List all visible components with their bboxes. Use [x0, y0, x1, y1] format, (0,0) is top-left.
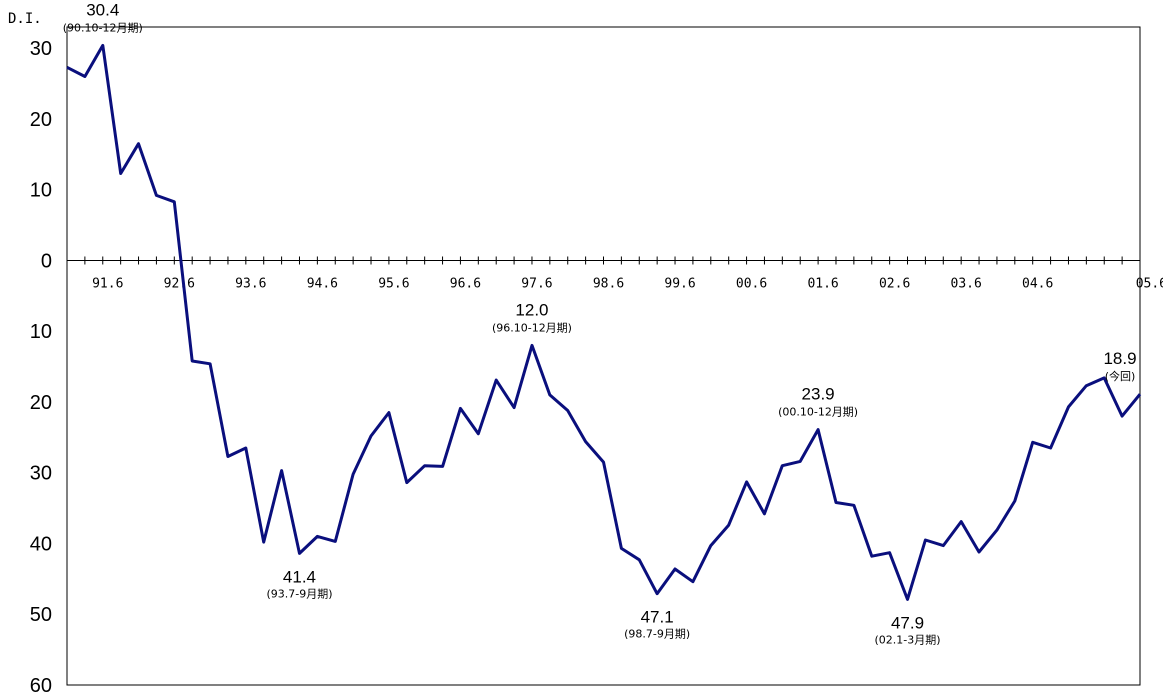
- y-tick-label: 0: [41, 250, 52, 272]
- annotation-period: (00.10-12月期): [778, 406, 858, 419]
- annotation-value: 41.4: [283, 567, 316, 586]
- y-tick-label: 40: [30, 533, 52, 555]
- y-tick-labels: 30 20 10 0 10 20 30 40 50 60: [30, 38, 52, 693]
- x-tick-label: 04.6: [1022, 276, 1053, 291]
- x-tick-label: 05.6: [1136, 276, 1163, 291]
- x-tick-label: 94.6: [307, 276, 338, 291]
- x-tick-label: 93.6: [235, 276, 266, 291]
- annotation-value: 23.9: [802, 385, 835, 404]
- annotation-period: (今回): [1105, 369, 1136, 383]
- series-line: [66, 43, 1142, 601]
- y-tick-label: 20: [30, 109, 52, 131]
- x-tick-label: 91.6: [92, 276, 123, 291]
- y-tick-label: 50: [30, 604, 52, 626]
- y-tick-label: 20: [30, 392, 52, 414]
- x-tick-label: 02.6: [879, 276, 910, 291]
- x-tick-label: 03.6: [951, 276, 982, 291]
- x-tick-label: 99.6: [664, 276, 695, 291]
- annotation-value: 30.4: [86, 0, 119, 19]
- annotation-period: (02.1-3月期): [874, 633, 940, 646]
- annotation-period: (93.7-9月期): [266, 587, 332, 600]
- y-tick-label: 60: [30, 675, 52, 693]
- annotation-period: (98.7-9月期): [624, 628, 690, 641]
- annotation-value: 47.1: [641, 608, 674, 627]
- y-tick-label: 10: [30, 180, 52, 202]
- x-tick-label: 01.6: [807, 276, 838, 291]
- y-axis-label: D.I.: [8, 11, 42, 27]
- x-tick-label: 98.6: [593, 276, 624, 291]
- annotation-value: 47.9: [891, 613, 924, 632]
- annotation-value: 12.0: [515, 300, 548, 319]
- plot-frame: [66, 26, 1141, 686]
- annotation-value: 18.9: [1103, 349, 1136, 368]
- x-tick-label: 97.6: [521, 276, 552, 291]
- x-tick-label: 96.6: [450, 276, 481, 291]
- x-tick-label: 92.6: [164, 276, 195, 291]
- series-line-group: [66, 43, 1142, 601]
- annotation-period: (96.10-12月期): [492, 321, 572, 334]
- y-tick-label: 10: [30, 321, 52, 343]
- x-tick-labels: 91.6 92.6 93.6 94.6 95.6 96.6 97.6 98.6 99.6 00.6…: [92, 276, 1163, 291]
- x-tick-label: 00.6: [736, 276, 767, 291]
- y-tick-label: 30: [30, 38, 52, 60]
- x-tick-label: 95.6: [378, 276, 409, 291]
- annotation-period: (90.10-12月期): [63, 21, 143, 34]
- annotation-group: 30.4 (90.10-12月期) 41.4(93.7-9月期) 12.0 (96.10…: [63, 0, 1137, 646]
- zero-axis: [66, 256, 1141, 265]
- y-tick-label: 30: [30, 463, 52, 485]
